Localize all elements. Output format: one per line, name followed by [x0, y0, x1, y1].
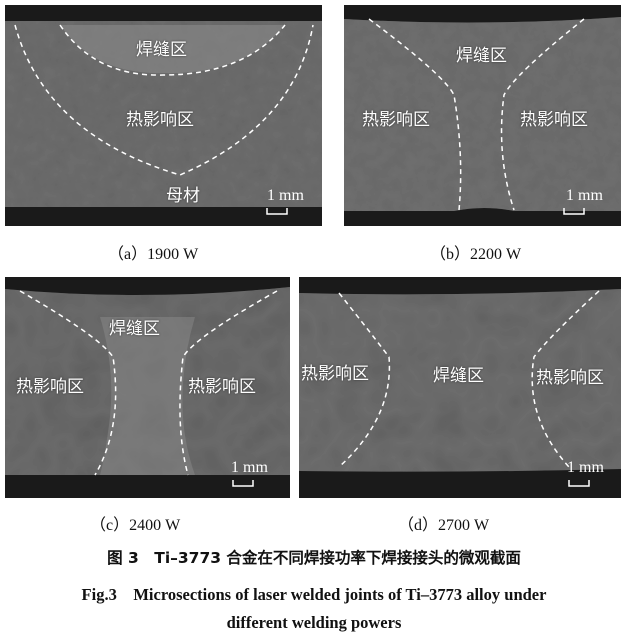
- zone-label-base-metal: 母材: [166, 186, 200, 206]
- zone-label-haz-left: 热影响区: [16, 377, 84, 397]
- subfigure-label-d: （d）2700 W: [398, 517, 490, 534]
- zone-label-haz-left: 热影响区: [362, 110, 430, 130]
- subfigure-label-a: （a）1900 W: [108, 246, 199, 263]
- caption-english-line1: Fig.3 Microsections of laser welded join…: [81, 585, 547, 604]
- micrograph-a: 焊缝区 热影响区 母材 1 mm: [5, 5, 322, 226]
- scale-bar-label: 1 mm: [231, 459, 268, 476]
- zone-label-haz: 热影响区: [126, 110, 194, 130]
- zone-label-weld: 焊缝区: [433, 366, 484, 386]
- caption-english-line2: different welding powers: [226, 613, 402, 632]
- zone-label-haz-right: 热影响区: [536, 368, 604, 388]
- subfigure-label-c: （c）2400 W: [90, 517, 181, 534]
- micrograph-d: 焊缝区 热影响区 热影响区 1 mm: [299, 277, 621, 498]
- zone-label-haz-right: 热影响区: [520, 110, 588, 130]
- caption-chinese: 图 3 Ti–3773 合金在不同焊接功率下焊接接头的微观截面: [107, 549, 521, 567]
- zone-label-weld: 焊缝区: [136, 40, 187, 60]
- subfigure-label-b: （b）2200 W: [430, 246, 522, 263]
- micrograph-c: 焊缝区 热影响区 热影响区 1 mm: [5, 277, 290, 498]
- scale-bar-label: 1 mm: [267, 187, 304, 204]
- zone-label-weld: 焊缝区: [456, 46, 507, 66]
- zone-label-haz-right: 热影响区: [188, 377, 256, 397]
- zone-label-weld: 焊缝区: [109, 319, 160, 339]
- scale-bar-label: 1 mm: [567, 459, 604, 476]
- zone-label-haz-left: 热影响区: [301, 364, 369, 384]
- micrograph-b: 焊缝区 热影响区 热影响区 1 mm: [344, 5, 621, 226]
- scale-bar-label: 1 mm: [566, 187, 603, 204]
